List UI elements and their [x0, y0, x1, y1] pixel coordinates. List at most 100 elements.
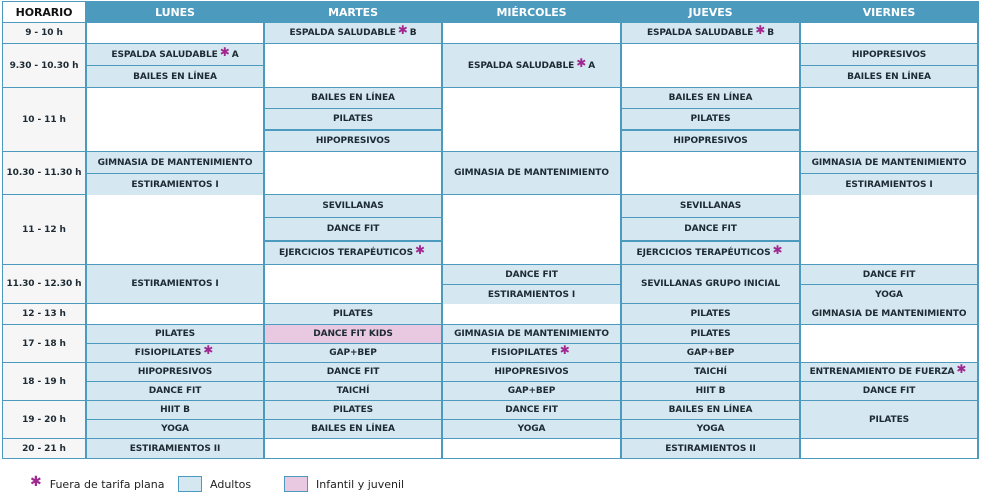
time-slot: 9.30 - 10.30 h: [3, 44, 85, 87]
class-name: ESTIRAMIENTOS I: [131, 279, 219, 289]
class-cell[interactable]: PILATES: [265, 109, 441, 129]
legend-star-label: Fuera de tarifa plana: [49, 477, 165, 491]
class-cell[interactable]: HIPOPRESIVOS: [622, 131, 799, 151]
class-cell[interactable]: ESPALDA SALUDABLE ✱ B: [622, 23, 799, 43]
class-cell[interactable]: GIMNASIA DE MANTENIMIENTO: [443, 325, 620, 343]
class-name: DANCE FIT: [862, 269, 916, 280]
class-cell[interactable]: DANCE FIT: [443, 401, 620, 419]
class-name: PILATES: [332, 405, 373, 415]
empty-cell: [801, 23, 977, 43]
class-cell[interactable]: ENTRENAMIENTO DE FUERZA ✱: [801, 362, 977, 381]
class-cell[interactable]: DANCE FIT: [265, 218, 441, 240]
class-group: B: [767, 28, 775, 38]
class-cell[interactable]: DANCE FIT: [801, 265, 977, 284]
empty-cell: [622, 152, 799, 194]
class-cell[interactable]: GIMNASIA DE MANTENIMIENTO: [87, 152, 263, 173]
class-cell[interactable]: DANCE FIT: [265, 363, 441, 381]
class-name: FISIOPILATES: [134, 348, 202, 358]
class-name: BAILES EN LÍNEA: [311, 424, 395, 434]
class-cell[interactable]: ESTIRAMIENTOS I: [443, 285, 620, 304]
class-name: GAP+BEP: [507, 386, 556, 396]
class-cell[interactable]: HIPOPRESIVOS: [443, 363, 620, 381]
class-cell[interactable]: BAILES EN LÍNEA: [801, 66, 977, 87]
class-name: HIPOPRESIVOS: [494, 367, 569, 377]
class-cell[interactable]: BAILES EN LÍNEA: [265, 420, 441, 438]
class-cell[interactable]: YOGA: [87, 420, 263, 438]
class-cell[interactable]: YOGA: [622, 420, 799, 438]
class-cell[interactable]: PILATES: [622, 325, 799, 343]
class-group: A: [588, 60, 596, 71]
class-cell[interactable]: DANCE FIT: [622, 218, 799, 240]
class-cell[interactable]: BAILES EN LÍNEA: [265, 88, 441, 108]
class-name: ESPALDA SALUDABLE: [111, 49, 218, 60]
legend-adult: Adultos: [178, 474, 251, 494]
class-name: ESTIRAMIENTOS II: [129, 443, 221, 454]
asterisk-icon: ✱: [576, 55, 587, 70]
asterisk-icon: ✱: [203, 343, 214, 357]
class-cell[interactable]: ESTIRAMIENTOS II: [87, 439, 263, 458]
class-cell[interactable]: PILATES: [87, 325, 263, 343]
class-name: BAILES EN LÍNEA: [311, 93, 395, 103]
time-slot: 19 - 20 h: [3, 401, 85, 438]
class-cell[interactable]: GAP+BEP: [265, 344, 441, 362]
class-cell[interactable]: BAILES EN LÍNEA: [622, 401, 799, 419]
class-cell[interactable]: EJERCICIOS TERAPÉUTICOS ✱: [265, 242, 441, 264]
class-cell[interactable]: GIMNASIA DE MANTENIMIENTO: [801, 304, 977, 324]
class-name: BAILES EN LÍNEA: [133, 71, 217, 82]
class-name: PILATES: [154, 329, 195, 339]
class-cell[interactable]: YOGA: [801, 285, 977, 304]
class-cell[interactable]: HIPOPRESIVOS: [801, 44, 977, 65]
class-cell[interactable]: DANCE FIT: [801, 382, 977, 400]
class-name: BAILES EN LÍNEA: [847, 71, 931, 82]
class-cell[interactable]: BAILES EN LÍNEA: [622, 88, 799, 108]
class-cell[interactable]: YOGA: [443, 420, 620, 438]
class-cell[interactable]: HIIT B: [622, 382, 799, 400]
class-cell[interactable]: PILATES: [265, 401, 441, 419]
class-cell[interactable]: DANCE FIT: [443, 265, 620, 284]
class-cell[interactable]: GIMNASIA DE MANTENIMIENTO: [443, 152, 620, 194]
class-cell[interactable]: PILATES: [265, 304, 441, 324]
class-cell[interactable]: ESPALDA SALUDABLE ✱ A: [87, 44, 263, 65]
class-cell[interactable]: ESPALDA SALUDABLE ✱ A: [443, 44, 620, 87]
class-cell[interactable]: FISIOPILATES ✱: [87, 343, 263, 362]
asterisk-icon: ✱: [755, 23, 766, 37]
class-cell[interactable]: ESTIRAMIENTOS I: [87, 265, 263, 303]
class-name: YOGA: [161, 424, 189, 434]
class-cell[interactable]: SEVILLANAS GRUPO INICIAL: [622, 265, 799, 303]
class-cell[interactable]: TAICHÍ: [622, 363, 799, 381]
class-cell[interactable]: HIPOPRESIVOS: [265, 131, 441, 151]
class-cell[interactable]: HIPOPRESIVOS: [87, 363, 263, 381]
class-cell[interactable]: PILATES: [622, 109, 799, 129]
class-cell[interactable]: HIIT B: [87, 401, 263, 419]
class-cell[interactable]: DANCE FIT: [87, 382, 263, 400]
legend-kids-label: Infantil y juvenil: [316, 477, 405, 491]
class-name: DANCE FIT: [326, 367, 380, 377]
class-cell[interactable]: ESTIRAMIENTOS I: [87, 174, 263, 195]
class-cell[interactable]: GAP+BEP: [622, 344, 799, 362]
asterisk-icon: ✱: [772, 243, 783, 257]
class-cell[interactable]: DANCE FIT KIDS: [265, 325, 441, 343]
class-name: DANCE FIT: [148, 386, 202, 396]
class-cell[interactable]: GAP+BEP: [443, 382, 620, 400]
empty-cell: [443, 23, 620, 43]
class-cell[interactable]: SEVILLANAS: [622, 195, 799, 217]
class-cell[interactable]: ESPALDA SALUDABLE ✱ B: [265, 23, 441, 43]
class-cell[interactable]: GIMNASIA DE MANTENIMIENTO: [801, 152, 977, 173]
time-slot: 11 - 12 h: [3, 195, 85, 264]
class-cell[interactable]: TAICHÍ: [265, 382, 441, 400]
class-cell[interactable]: BAILES EN LÍNEA: [87, 66, 263, 87]
class-cell[interactable]: FISIOPILATES ✱: [443, 343, 620, 362]
empty-cell: [265, 439, 441, 458]
legend-adult-label: Adultos: [210, 477, 252, 491]
class-cell[interactable]: ESTIRAMIENTOS II: [622, 439, 799, 458]
class-cell[interactable]: PILATES: [801, 401, 977, 438]
time-slot: 20 - 21 h: [3, 439, 85, 458]
class-cell[interactable]: ESTIRAMIENTOS I: [801, 174, 977, 195]
class-name: HIPOPRESIVOS: [315, 136, 391, 146]
class-cell[interactable]: SEVILLANAS: [265, 195, 441, 217]
class-cell[interactable]: PILATES: [622, 304, 799, 324]
empty-cell: [87, 195, 263, 264]
class-name: PILATES: [332, 114, 373, 124]
class-group: B: [409, 28, 417, 38]
class-cell[interactable]: EJERCICIOS TERAPÉUTICOS ✱: [622, 242, 799, 264]
